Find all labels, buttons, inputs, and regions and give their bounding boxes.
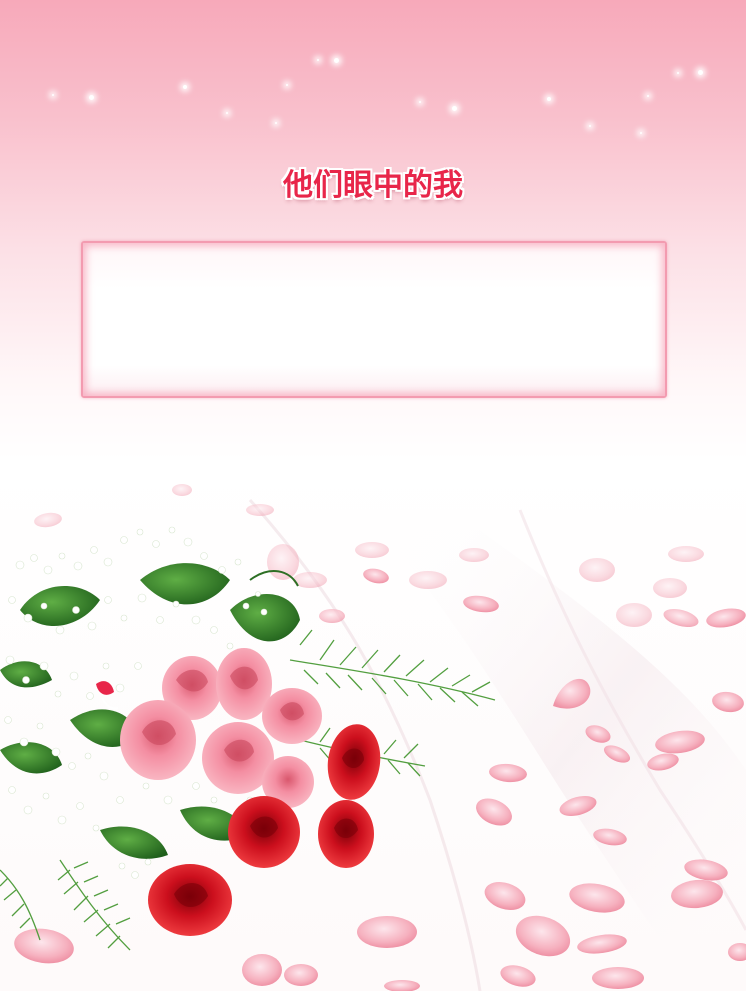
rose-bouquet-decoration bbox=[0, 470, 746, 991]
sparkle-icon bbox=[52, 94, 54, 96]
text-box[interactable] bbox=[81, 241, 667, 398]
sparkle-icon bbox=[647, 95, 649, 97]
sparkle-icon bbox=[640, 132, 642, 134]
page-title: 他们眼中的我 bbox=[283, 168, 463, 203]
sparkle-icon bbox=[275, 122, 277, 124]
sparkle-icon bbox=[334, 58, 339, 63]
sparkle-icon bbox=[419, 101, 421, 103]
sparkle-icon bbox=[547, 97, 551, 101]
sparkle-icon bbox=[452, 106, 457, 111]
sparkle-icon bbox=[286, 84, 288, 86]
sparkle-icon bbox=[677, 72, 679, 74]
sparkle-icon bbox=[183, 85, 187, 89]
sparkle-icon bbox=[226, 112, 228, 114]
text-box-content[interactable] bbox=[97, 255, 651, 384]
sparkle-icon bbox=[698, 70, 703, 75]
rose-bouquet-image bbox=[0, 484, 746, 991]
sparkle-icon bbox=[317, 59, 319, 61]
sparkle-icon bbox=[589, 125, 591, 127]
sparkle-icon bbox=[89, 95, 94, 100]
sparkles-decoration bbox=[0, 0, 746, 160]
